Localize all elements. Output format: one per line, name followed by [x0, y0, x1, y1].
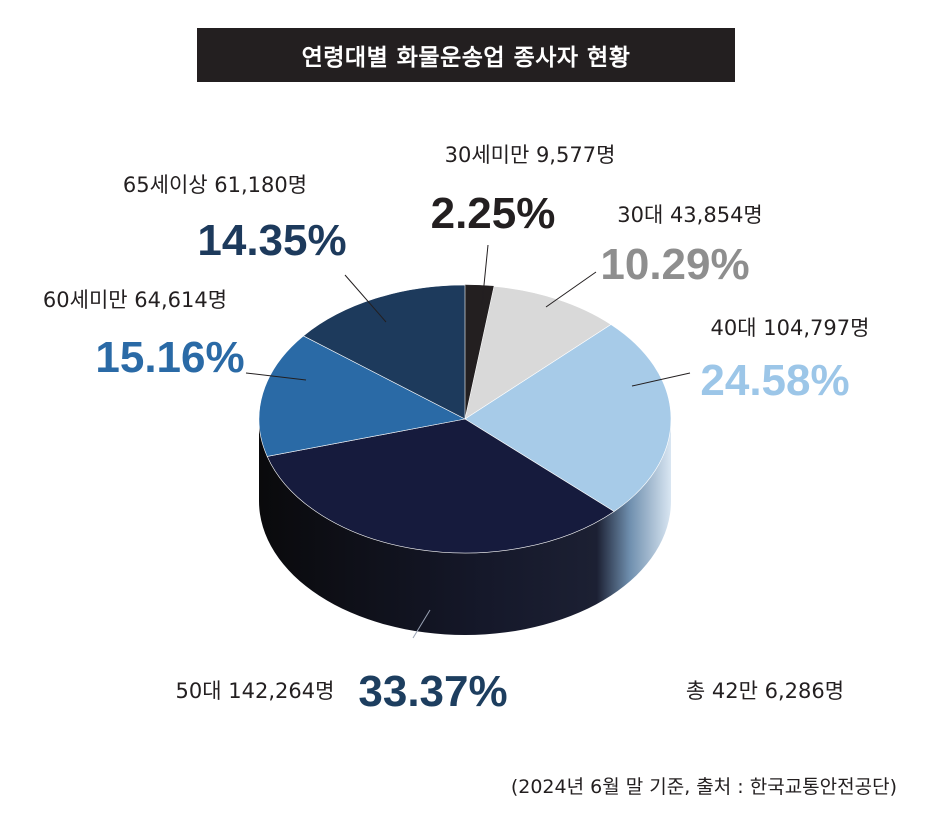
slice-percent-5: 14.35% — [197, 216, 346, 265]
leader-line-4 — [245, 372, 307, 381]
leader-line-0 — [481, 244, 489, 306]
slice-label-0: 30세미만 9,577명 — [445, 143, 616, 167]
slice-percent-1: 10.29% — [600, 240, 749, 289]
pie-slice-4 — [258, 335, 466, 457]
source-note: (2024년 6월 말 기준, 출처 : 한국교통안전공단) — [510, 776, 897, 798]
slice-label-4: 60세미만 64,614명 — [43, 288, 227, 312]
chart-title: 연령대별 화물운송업 종사자 현황 — [197, 28, 735, 82]
slice-percent-4: 15.16% — [95, 333, 244, 382]
pie-slice-3 — [266, 418, 615, 554]
slice-label-2: 40대 104,797명 — [711, 316, 870, 340]
leader-line-1 — [545, 271, 597, 308]
leader-line-3 — [412, 609, 431, 639]
slice-label-1: 30대 43,854명 — [617, 203, 763, 227]
pie-slice-2 — [464, 324, 672, 512]
slice-label-3: 50대 142,264명 — [176, 679, 335, 703]
leader-line-2 — [631, 372, 691, 387]
slice-percent-2: 24.58% — [700, 356, 849, 405]
total-label: 총 42만 6,286명 — [686, 679, 844, 703]
leader-line-5 — [344, 274, 387, 323]
slice-label-5: 65세이상 61,180명 — [123, 173, 307, 197]
pie-side-wall — [259, 419, 671, 635]
pie-slice-5 — [302, 284, 466, 420]
slice-percent-0: 2.25% — [431, 189, 556, 238]
slice-percent-3: 33.37% — [358, 667, 507, 716]
